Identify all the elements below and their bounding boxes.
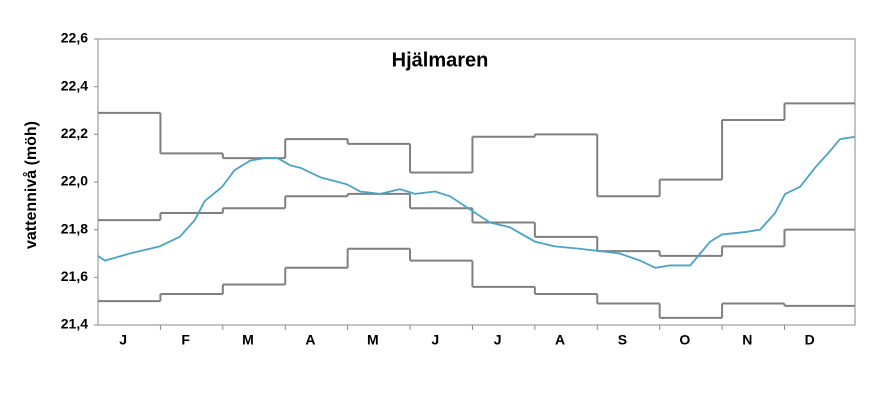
y-tick-label: 21,6 — [61, 268, 88, 284]
x-tick-label: D — [805, 332, 815, 348]
y-tick-label: 21,8 — [61, 220, 88, 236]
x-tick-label: N — [742, 332, 752, 348]
x-tick-label: J — [431, 332, 439, 348]
x-tick-label: M — [367, 332, 379, 348]
x-tick-label: A — [555, 332, 565, 348]
daily-line — [97, 135, 856, 269]
x-tick-label: A — [305, 332, 315, 348]
x-tick-label: M — [242, 332, 254, 348]
x-tick-label: S — [618, 332, 627, 348]
y-axis-label: vattennivå (möh) — [22, 121, 40, 249]
chart-title: Hjälmaren — [392, 49, 489, 71]
y-tick-label: 22,6 — [61, 30, 88, 46]
x-tick-label: O — [679, 332, 690, 348]
y-tick-label: 22,2 — [61, 125, 88, 141]
x-tick-label: J — [494, 332, 502, 348]
plot-frame — [97, 38, 856, 326]
y-tick-label: 22,4 — [61, 77, 88, 93]
x-tick-label: F — [181, 332, 190, 348]
y-tick-label: 21,4 — [61, 316, 88, 332]
y-tick-label: 22,0 — [61, 173, 88, 189]
x-tick-label: J — [119, 332, 127, 348]
